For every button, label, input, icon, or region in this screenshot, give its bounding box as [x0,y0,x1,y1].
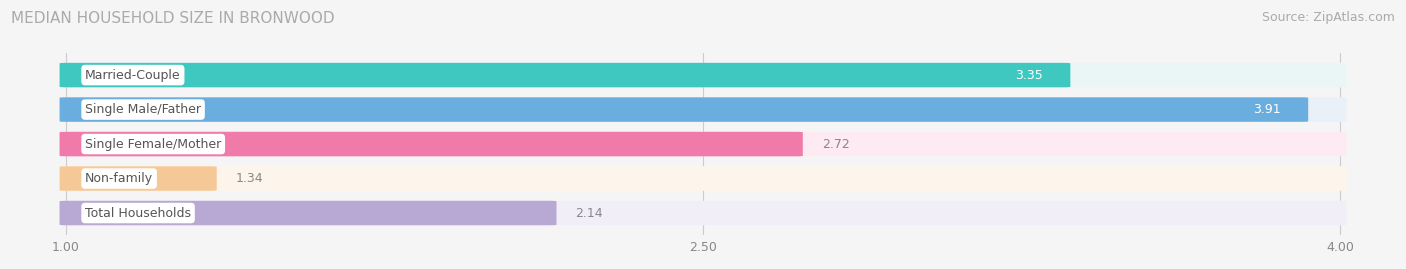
Text: 3.35: 3.35 [1015,69,1043,82]
Text: Non-family: Non-family [86,172,153,185]
Text: Source: ZipAtlas.com: Source: ZipAtlas.com [1261,11,1395,24]
FancyBboxPatch shape [59,166,1347,191]
FancyBboxPatch shape [59,132,1347,156]
Text: MEDIAN HOUSEHOLD SIZE IN BRONWOOD: MEDIAN HOUSEHOLD SIZE IN BRONWOOD [11,11,335,26]
Text: Single Female/Mother: Single Female/Mother [86,137,221,151]
Text: Single Male/Father: Single Male/Father [86,103,201,116]
FancyBboxPatch shape [59,97,1308,122]
FancyBboxPatch shape [59,63,1070,87]
FancyBboxPatch shape [59,97,1347,122]
Text: 3.91: 3.91 [1253,103,1281,116]
Text: 2.72: 2.72 [823,137,849,151]
FancyBboxPatch shape [59,201,557,225]
FancyBboxPatch shape [59,132,803,156]
Text: Married-Couple: Married-Couple [86,69,181,82]
FancyBboxPatch shape [59,201,1347,225]
Text: 1.34: 1.34 [236,172,263,185]
FancyBboxPatch shape [59,63,1347,87]
FancyBboxPatch shape [59,166,217,191]
Text: 2.14: 2.14 [575,207,603,220]
Text: Total Households: Total Households [86,207,191,220]
